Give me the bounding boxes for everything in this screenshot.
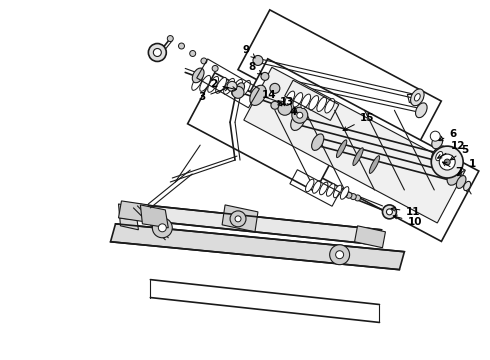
Circle shape — [232, 86, 244, 98]
Ellipse shape — [325, 99, 335, 113]
Circle shape — [355, 195, 361, 201]
Circle shape — [383, 205, 396, 219]
Ellipse shape — [415, 94, 420, 101]
Text: 9: 9 — [242, 45, 255, 58]
Circle shape — [342, 191, 347, 197]
Ellipse shape — [333, 185, 342, 198]
Circle shape — [227, 81, 237, 91]
Ellipse shape — [192, 75, 202, 90]
Circle shape — [297, 112, 303, 118]
Text: 7: 7 — [442, 162, 463, 177]
Circle shape — [444, 159, 450, 165]
Circle shape — [212, 66, 218, 71]
Circle shape — [148, 44, 166, 62]
Polygon shape — [141, 205, 168, 228]
Polygon shape — [119, 204, 138, 230]
Ellipse shape — [309, 95, 318, 110]
Polygon shape — [355, 226, 386, 248]
Polygon shape — [111, 224, 404, 270]
Circle shape — [158, 224, 166, 232]
Circle shape — [346, 192, 352, 198]
Bar — [188, 73, 342, 192]
Ellipse shape — [464, 181, 471, 190]
Circle shape — [178, 43, 184, 49]
Ellipse shape — [326, 184, 335, 196]
Circle shape — [230, 211, 246, 227]
Text: 2: 2 — [210, 79, 236, 90]
Text: 8: 8 — [248, 62, 262, 74]
Circle shape — [278, 101, 292, 115]
Circle shape — [430, 131, 440, 141]
Bar — [290, 170, 340, 206]
Circle shape — [330, 245, 349, 265]
Polygon shape — [121, 203, 382, 245]
Ellipse shape — [313, 181, 321, 193]
Circle shape — [190, 50, 196, 57]
Circle shape — [152, 218, 172, 238]
Ellipse shape — [223, 78, 235, 94]
Ellipse shape — [236, 83, 245, 94]
Ellipse shape — [250, 85, 266, 105]
Text: 5: 5 — [450, 145, 468, 160]
Text: 15: 15 — [343, 113, 374, 130]
Text: 14: 14 — [262, 90, 282, 106]
Bar — [230, 59, 479, 242]
Ellipse shape — [431, 146, 447, 166]
Text: 6: 6 — [439, 129, 457, 141]
Circle shape — [336, 251, 343, 259]
Ellipse shape — [411, 89, 424, 106]
Ellipse shape — [232, 80, 243, 95]
Ellipse shape — [200, 75, 211, 91]
Ellipse shape — [436, 152, 443, 161]
Ellipse shape — [353, 148, 363, 166]
Text: 10: 10 — [393, 215, 422, 227]
Ellipse shape — [416, 103, 427, 118]
Ellipse shape — [337, 140, 347, 158]
Ellipse shape — [301, 94, 311, 108]
Circle shape — [292, 107, 308, 123]
Ellipse shape — [456, 176, 466, 188]
Ellipse shape — [291, 112, 305, 130]
Bar — [238, 10, 441, 161]
Circle shape — [235, 216, 241, 222]
Ellipse shape — [369, 156, 380, 174]
Ellipse shape — [240, 80, 250, 96]
Circle shape — [253, 55, 263, 66]
Circle shape — [261, 72, 269, 80]
Circle shape — [270, 84, 280, 93]
Ellipse shape — [293, 93, 303, 107]
Ellipse shape — [312, 134, 324, 150]
Bar — [196, 59, 259, 108]
Bar — [285, 80, 339, 120]
Text: 3: 3 — [198, 87, 228, 102]
Text: 4: 4 — [278, 101, 297, 117]
Circle shape — [271, 101, 279, 109]
Polygon shape — [222, 205, 258, 232]
Ellipse shape — [216, 77, 226, 93]
Circle shape — [201, 58, 207, 64]
Ellipse shape — [208, 76, 219, 92]
Ellipse shape — [306, 179, 314, 192]
Text: 1: 1 — [457, 159, 476, 176]
Bar — [244, 67, 466, 223]
Circle shape — [431, 146, 463, 178]
Text: 13: 13 — [280, 97, 297, 113]
Ellipse shape — [341, 186, 349, 199]
Polygon shape — [119, 201, 148, 222]
Ellipse shape — [447, 167, 461, 185]
Circle shape — [167, 36, 173, 41]
Circle shape — [153, 49, 161, 57]
Text: 11: 11 — [391, 207, 420, 217]
Text: 12: 12 — [438, 141, 465, 158]
Circle shape — [350, 194, 356, 199]
Ellipse shape — [285, 91, 294, 105]
Circle shape — [439, 154, 455, 170]
Circle shape — [387, 209, 392, 215]
Ellipse shape — [317, 97, 326, 112]
Ellipse shape — [192, 68, 204, 83]
Ellipse shape — [432, 136, 443, 149]
Ellipse shape — [319, 182, 328, 195]
